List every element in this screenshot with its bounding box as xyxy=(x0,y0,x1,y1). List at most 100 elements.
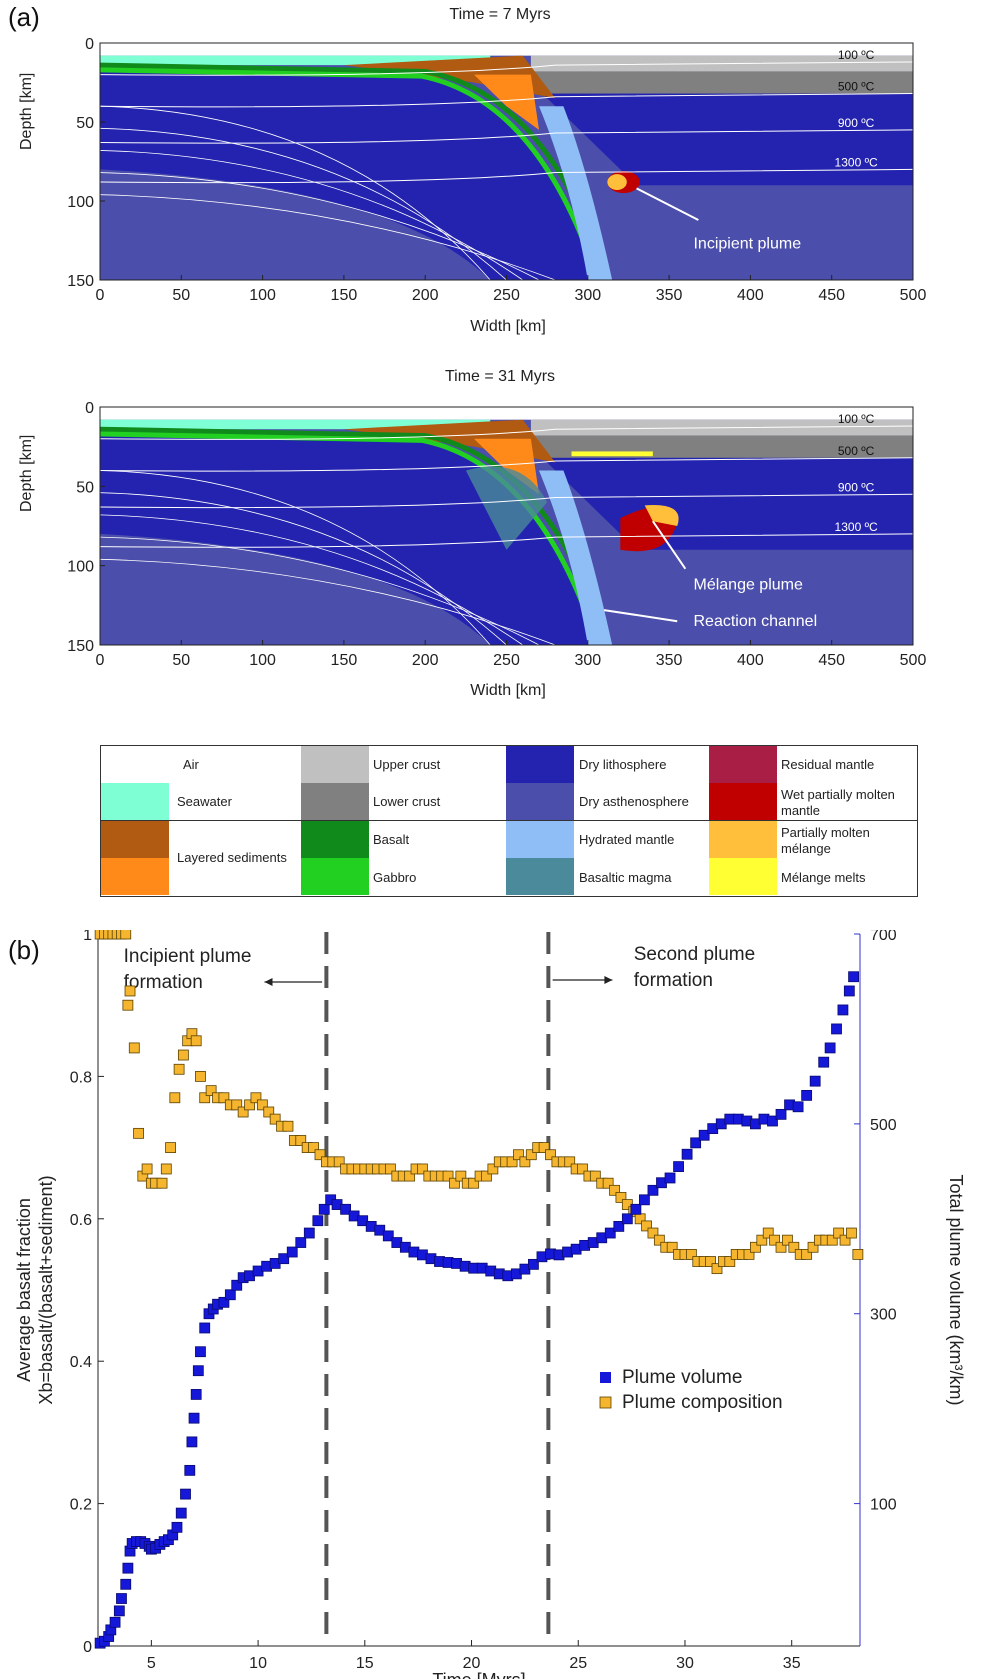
x-tick-label: 450 xyxy=(818,652,845,669)
composition-point xyxy=(852,1248,864,1260)
composition-point xyxy=(442,1170,454,1182)
legend-swatch-lower-crust xyxy=(301,783,369,820)
composition-point xyxy=(705,1256,716,1267)
y-right-tick-label: 700 xyxy=(870,930,897,944)
composition-point xyxy=(449,1177,460,1189)
legend-label-melange-melts: Mélange melts xyxy=(781,870,866,885)
annotation-incipient-plume: Incipient plume xyxy=(693,235,801,252)
annotation-second-plume: formation xyxy=(634,970,713,991)
volume-point xyxy=(190,1389,202,1400)
y-right-label: Total plume volume (km³/km) xyxy=(946,1174,966,1405)
composition-point xyxy=(801,1248,813,1260)
legend-label-wet-partially-molten: Wet partially molten mantle xyxy=(781,787,895,818)
isotherm-line xyxy=(99,172,540,281)
composition-point xyxy=(195,1070,206,1082)
section2-ylabel: Depth [km] xyxy=(18,434,35,512)
annotation-incipient-plume: Incipient plume xyxy=(124,946,252,967)
volume-point xyxy=(318,1203,330,1215)
y-left-tick-label: 0.8 xyxy=(70,1069,92,1086)
x-tick-label: 150 xyxy=(331,652,358,669)
composition-point xyxy=(156,1177,168,1189)
volume-point xyxy=(792,1101,804,1113)
x-tick-label: 15 xyxy=(356,1655,374,1672)
volume-point xyxy=(818,1056,830,1068)
volume-point xyxy=(673,1161,684,1172)
volume-point xyxy=(664,1172,676,1184)
composition-point xyxy=(160,1163,172,1175)
composition-point xyxy=(169,1092,181,1104)
annotation-incipient-plume: formation xyxy=(124,972,203,993)
x-tick-label: 350 xyxy=(656,652,683,669)
composition-point xyxy=(653,1234,665,1246)
y-left-label-line2: Xb=basalt/(basalt+sediment) xyxy=(36,1175,56,1404)
isotherm-line xyxy=(99,194,556,281)
legend-swatch-basalt xyxy=(301,821,369,858)
isotherm-line xyxy=(99,492,507,646)
x-tick-label: 50 xyxy=(172,652,190,669)
volume-point xyxy=(690,1137,702,1149)
isotherm-label: 1300 ºC xyxy=(835,520,878,534)
volume-point xyxy=(639,1194,650,1206)
composition-point xyxy=(577,1163,588,1175)
legend-swatch-wet-partially-molten xyxy=(709,783,777,820)
y-tick-label: 100 xyxy=(67,194,94,211)
composition-point xyxy=(525,1149,537,1161)
annotation-reaction-channel: Reaction channel xyxy=(693,613,817,630)
isotherm-line xyxy=(99,61,914,76)
x-tick-label: 150 xyxy=(331,287,358,304)
isotherm-label: 1300 ºC xyxy=(835,155,878,169)
legend-label-volume: Plume volume xyxy=(622,1367,742,1388)
legend-label-partially-molten-melange: Partially molten mélange xyxy=(781,825,870,856)
composition-point xyxy=(468,1177,480,1189)
volume-point xyxy=(218,1296,230,1308)
composition-point xyxy=(314,1149,326,1161)
composition-point xyxy=(177,1049,189,1061)
composition-point xyxy=(602,1177,614,1189)
section2-title: Time = 31 Myrs xyxy=(444,368,556,385)
composition-point xyxy=(244,1099,255,1111)
x-axis-label: Time [Myrs] xyxy=(432,1670,525,1679)
volume-point xyxy=(374,1224,386,1236)
section1-ylabel: Depth [km] xyxy=(18,72,35,150)
volume-point xyxy=(621,1213,633,1225)
isotherm-line xyxy=(99,425,914,440)
x-tick-label: 25 xyxy=(569,1655,587,1672)
isotherm-line xyxy=(99,93,914,108)
composition-point xyxy=(295,1135,307,1146)
volume-point xyxy=(180,1488,191,1500)
x-tick-label: 350 xyxy=(656,287,683,304)
seawater-region xyxy=(100,55,491,66)
composition-point xyxy=(481,1170,492,1182)
annotation-arrowhead-right xyxy=(604,976,613,984)
y-left-tick-label: 0.6 xyxy=(70,1212,92,1229)
legend-swatch-air xyxy=(101,746,169,783)
isotherm-line xyxy=(99,457,914,472)
legend-swatch-seawater xyxy=(101,783,169,820)
x-tick-label: 250 xyxy=(493,652,520,669)
legend-swatch-sediment-light xyxy=(101,858,169,895)
composition-point xyxy=(641,1220,652,1232)
x-tick-label: 300 xyxy=(574,287,601,304)
volume-point xyxy=(843,985,855,997)
x-tick-label: 35 xyxy=(783,1655,801,1672)
volume-point xyxy=(303,1227,315,1239)
legend-label-residual-mantle: Residual mantle xyxy=(781,757,875,772)
plume-chart: 5 10 15 20 25 30 35 0 0.2 0.4 0.6 0.8 1 100 300 500 700 T… xyxy=(14,930,966,1679)
x-tick-label: 450 xyxy=(818,287,845,304)
volume-point xyxy=(382,1230,394,1242)
section1-model-svg: 100 ºC 500 ºC 900 ºC 1300 ºC Incipient plume xyxy=(99,43,914,281)
isotherm-label: 100 ºC xyxy=(838,48,875,62)
volume-point xyxy=(224,1289,236,1301)
composition-point xyxy=(807,1241,819,1253)
air-region xyxy=(100,43,913,56)
composition-point xyxy=(589,1170,601,1182)
composition-point xyxy=(762,1227,774,1239)
y-left-tick-label: 0.4 xyxy=(70,1354,92,1371)
composition-point xyxy=(839,1234,851,1246)
legend-swatch-basaltic-magma xyxy=(506,858,574,895)
volume-point xyxy=(767,1115,778,1127)
section-frame xyxy=(99,42,914,281)
isotherm-line xyxy=(99,168,914,184)
isotherm-label: 100 ºC xyxy=(838,412,875,426)
volume-point xyxy=(188,1412,200,1424)
